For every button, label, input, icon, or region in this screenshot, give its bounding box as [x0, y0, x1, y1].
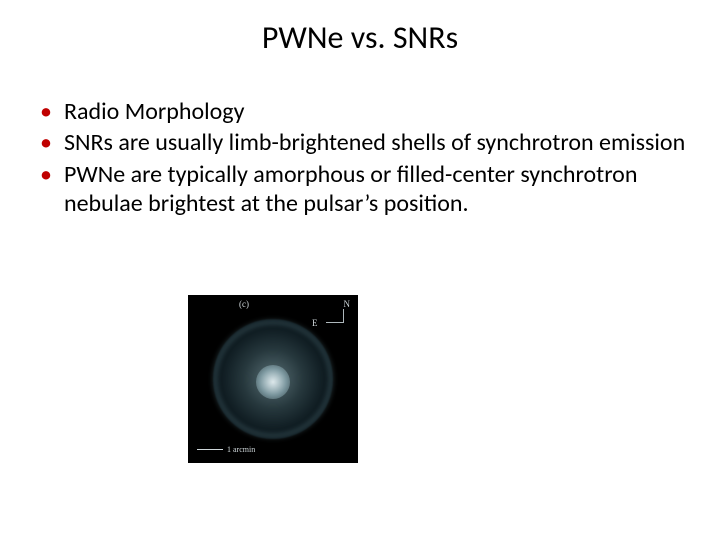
bullet-text: SNRs are usually limb-brightened shells …: [64, 128, 685, 157]
embedded-image: (c) N E 1 arcmin: [188, 295, 358, 463]
compass-east-label: E: [312, 318, 318, 328]
bullet-text: Radio Morphology: [64, 97, 244, 126]
list-item: PWNe are typically amorphous or filled-c…: [36, 160, 690, 219]
compass-north-label: N: [344, 299, 351, 309]
list-item: SNRs are usually limb-brightened shells …: [36, 128, 690, 157]
scale-bar-line: [197, 449, 223, 450]
bullet-text: PWNe are typically amorphous or filled-c…: [64, 160, 637, 218]
slide: PWNe vs. SNRs Radio Morphology SNRs are …: [0, 0, 720, 540]
page-title: PWNe vs. SNRs: [30, 18, 690, 57]
scale-bar: 1 arcmin: [197, 445, 255, 454]
scale-bar-label: 1 arcmin: [227, 445, 255, 454]
nebula-image: (c) N E 1 arcmin: [188, 295, 358, 463]
list-item: Radio Morphology: [36, 97, 690, 126]
compass-icon: N E: [316, 301, 350, 331]
panel-label: (c): [239, 299, 249, 309]
bullet-list: Radio Morphology SNRs are usually limb-b…: [36, 97, 690, 218]
compass-north-line: [343, 309, 344, 323]
compass-east-line: [326, 322, 344, 323]
nebula-core: [256, 365, 290, 399]
